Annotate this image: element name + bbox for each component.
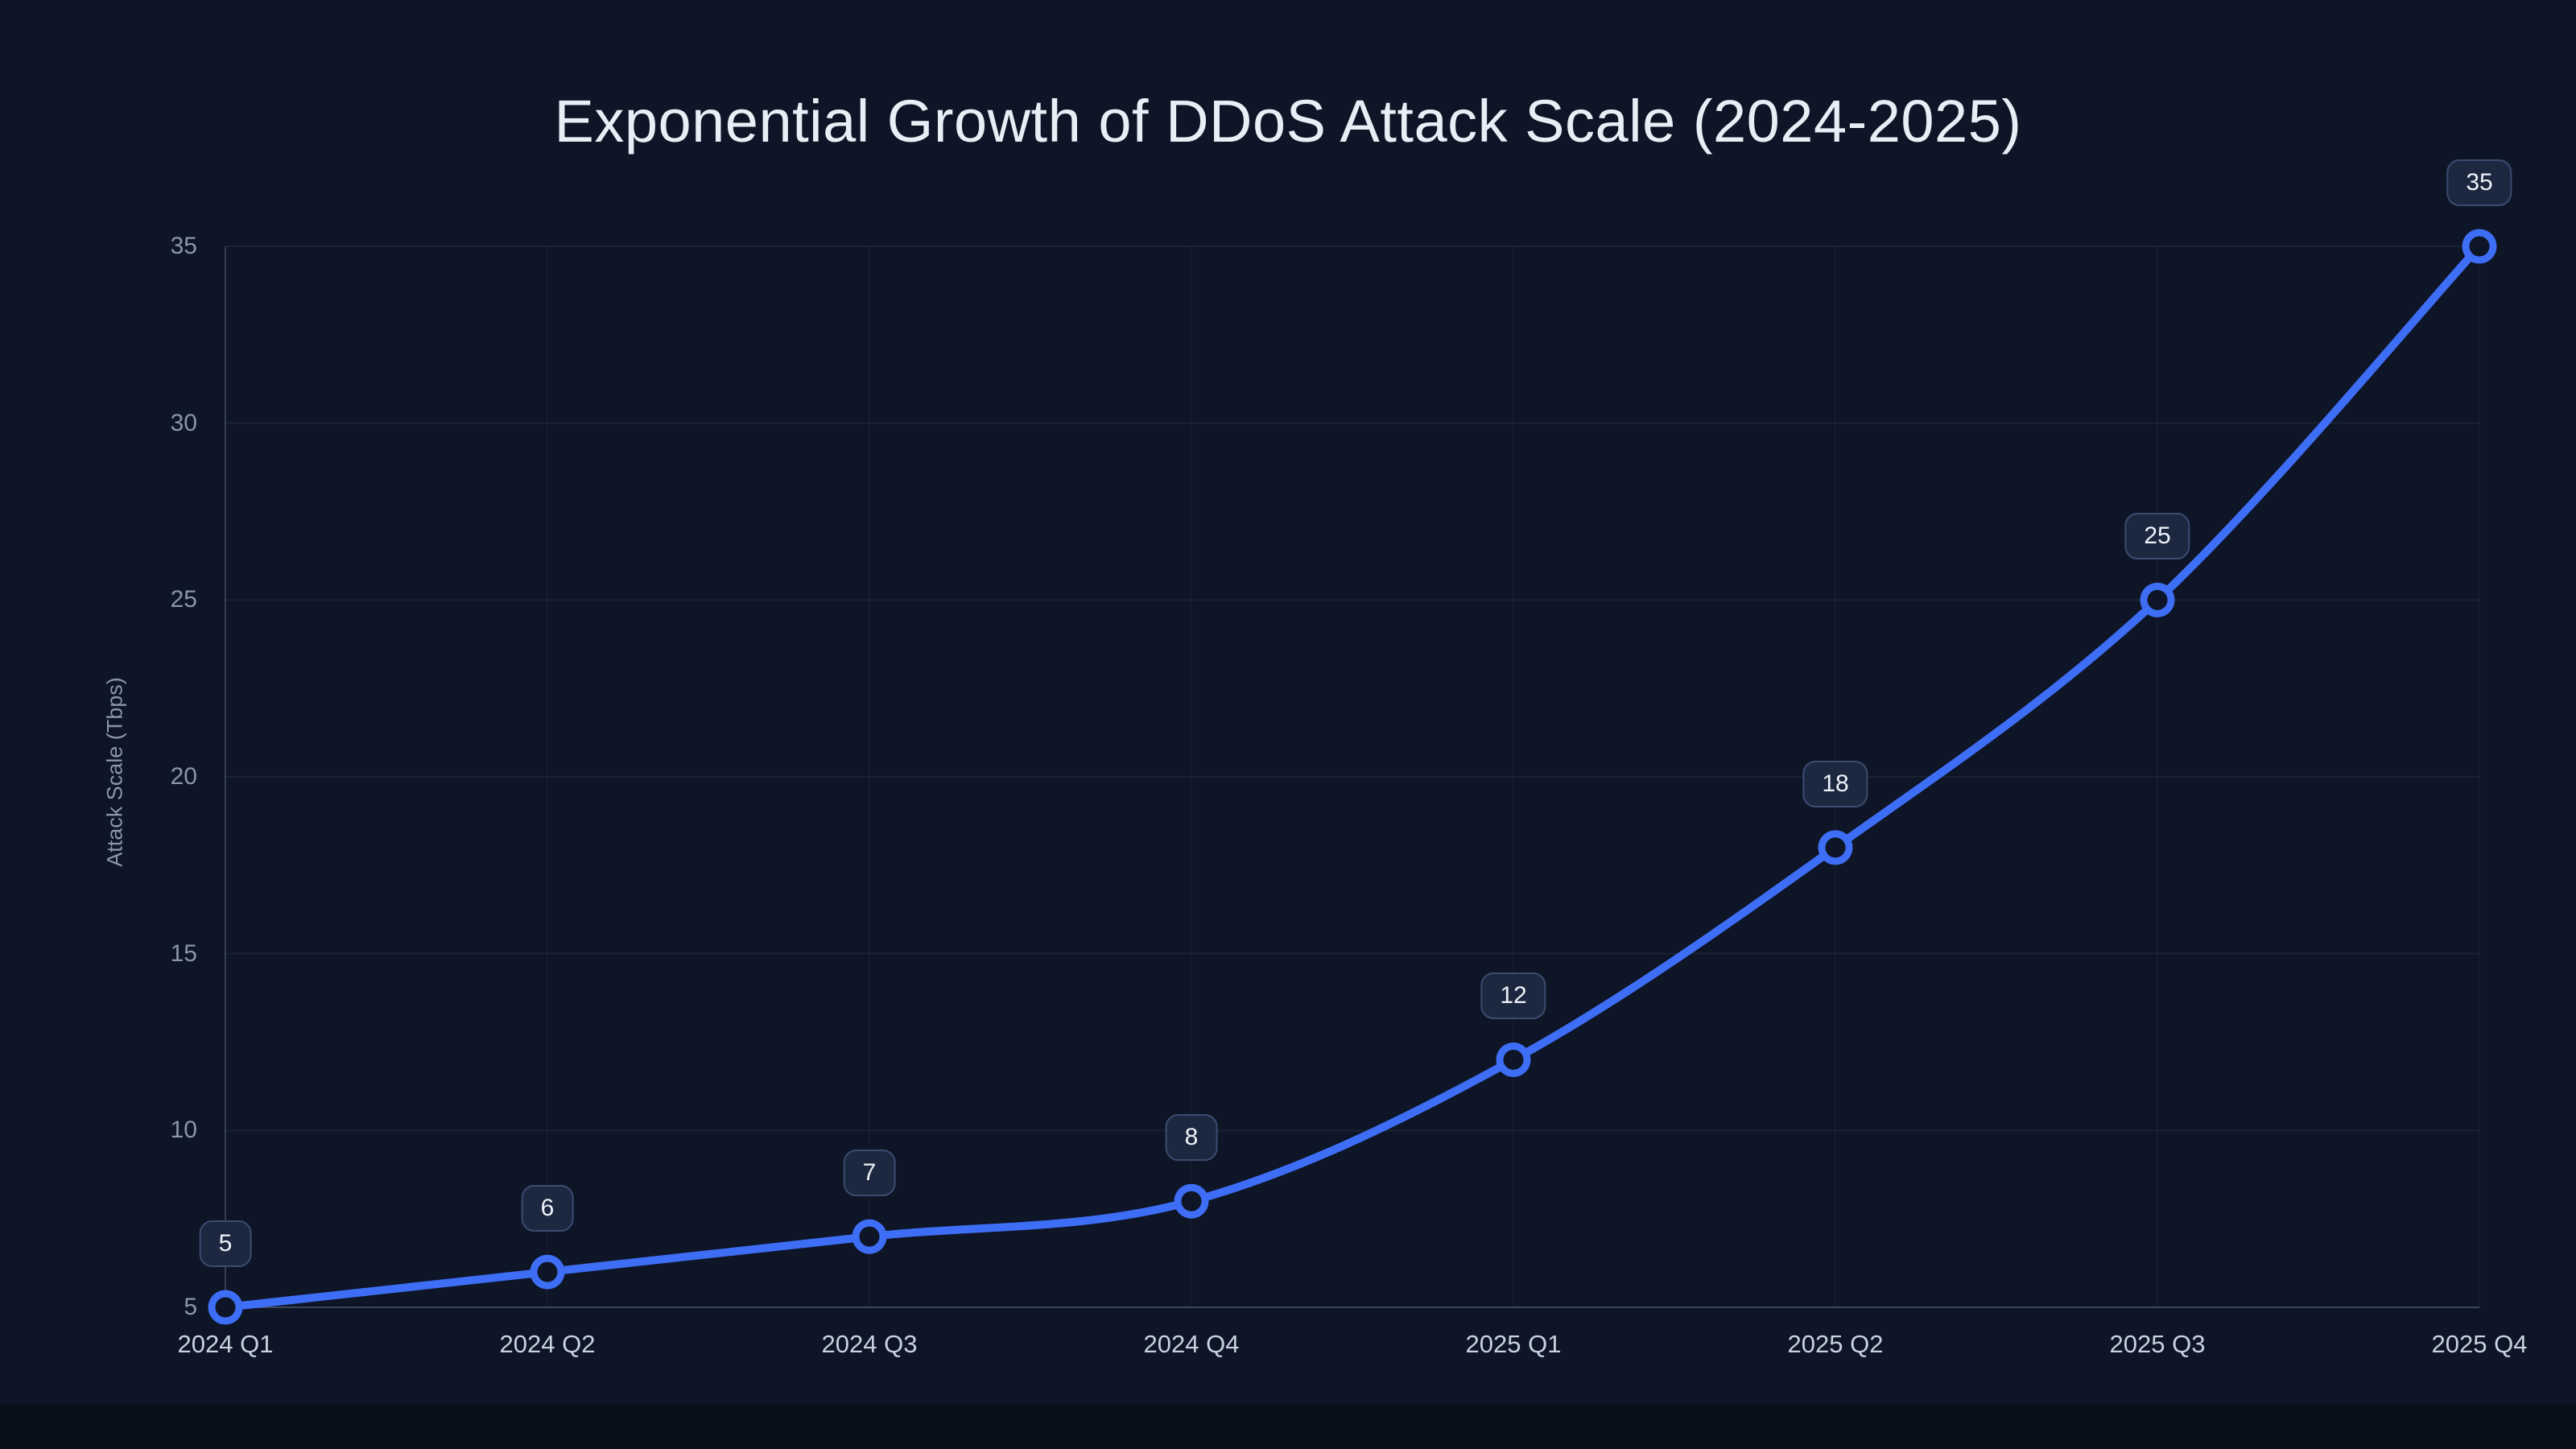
x-tick-label: 2024 Q1 [177,1330,274,1358]
data-point-marker[interactable] [2462,229,2497,264]
data-point-marker[interactable] [1818,830,1853,865]
data-label-badge: 25 [2124,513,2190,560]
x-tick-label: 2025 Q1 [1465,1330,1562,1358]
data-point-marker[interactable] [1496,1042,1531,1077]
data-point-marker[interactable] [2140,582,2175,617]
footer-band [0,1404,2576,1449]
x-tick-label: 2025 Q2 [1787,1330,1884,1358]
data-label-badge: 18 [1802,760,1868,807]
y-tick-label: 25 [170,586,197,613]
data-label-badge: 35 [2446,159,2512,206]
x-tick-label: 2024 Q2 [499,1330,596,1358]
y-tick-label: 5 [184,1294,197,1320]
y-tick-label: 30 [170,409,197,436]
x-tick-label: 2025 Q3 [2109,1330,2206,1358]
data-point-marker[interactable] [1174,1183,1209,1219]
data-label-badge: 6 [521,1185,574,1232]
x-tick-label: 2024 Q3 [821,1330,918,1358]
data-point-marker[interactable] [852,1219,887,1254]
y-tick-label: 20 [170,763,197,790]
y-tick-label: 15 [170,939,197,967]
chart-title: Exponential Growth of DDoS Attack Scale … [554,88,2022,155]
y-tick-label: 35 [170,233,197,259]
x-tick-label: 2024 Q4 [1143,1330,1240,1358]
y-tick-label: 10 [170,1117,197,1144]
data-label-badge: 12 [1480,972,1546,1020]
data-label-badge: 5 [199,1220,252,1267]
data-point-marker[interactable] [208,1290,243,1325]
data-point-marker[interactable] [530,1254,565,1290]
data-label-badge: 8 [1165,1114,1218,1162]
data-label-badge: 7 [843,1150,896,1197]
x-tick-label: 2025 Q4 [2431,1330,2528,1358]
